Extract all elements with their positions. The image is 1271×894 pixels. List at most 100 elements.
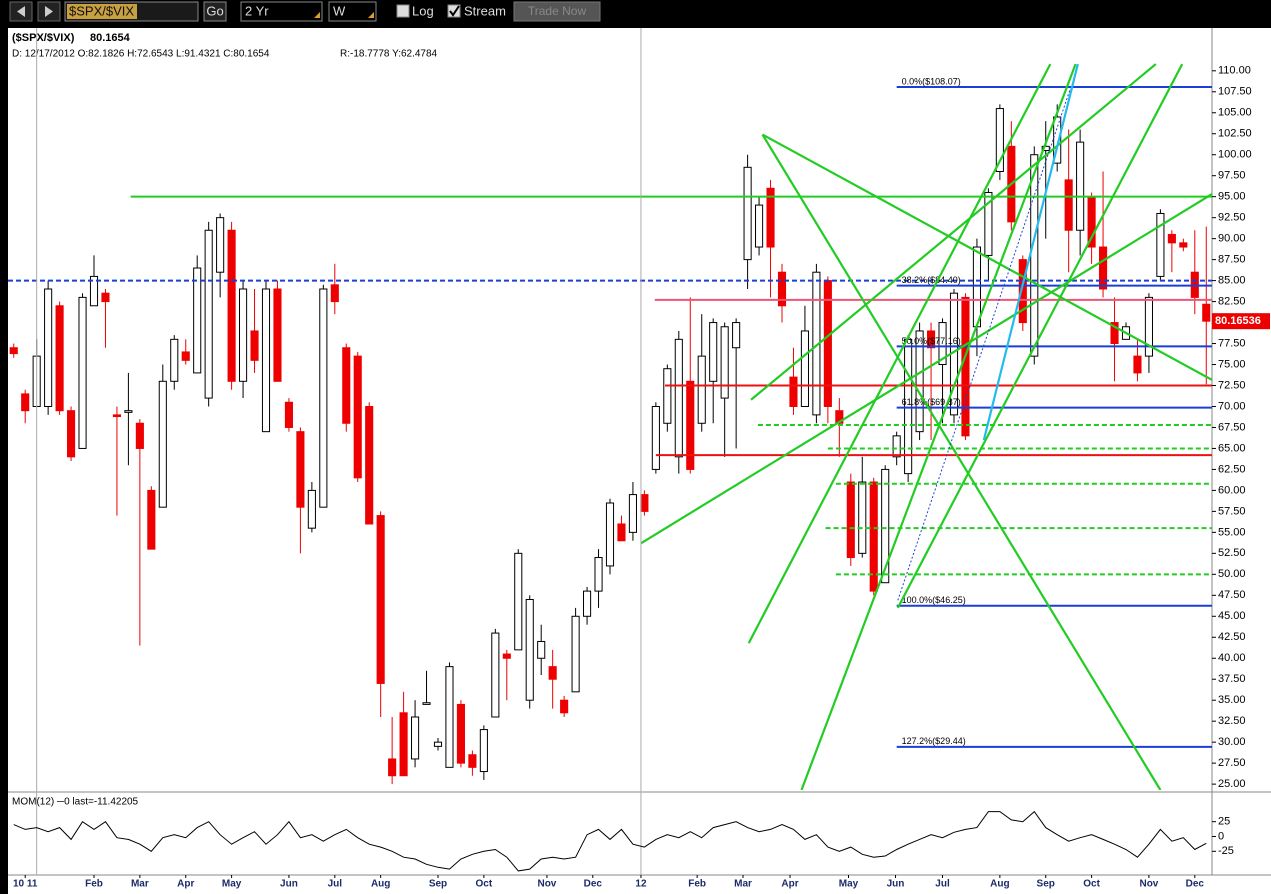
candle-body [216, 217, 225, 273]
candle-body [319, 288, 328, 508]
plot: 0.0%($108.07) 38.2%($84.40) 50.0%($77.16) 6… [8, 63, 1212, 790]
y-tick-label: 32.50 [1218, 715, 1246, 727]
candle-body [307, 489, 316, 529]
candle-body [1179, 242, 1188, 248]
mom-line [13, 810, 1207, 872]
range-select[interactable] [240, 1, 323, 22]
candle-body [1167, 233, 1176, 244]
trendline [750, 63, 1157, 401]
fib-label: 127.2%($29.44) [902, 736, 966, 746]
candle-body [353, 355, 362, 479]
fib-label: 61.8%($69.87) [902, 397, 961, 407]
y-tick-label: 40.00 [1218, 652, 1246, 664]
candle-body [583, 590, 592, 617]
candle-body [502, 653, 511, 659]
candle-body [147, 489, 156, 550]
candle-body [44, 288, 53, 407]
y-tick-label: 92.50 [1218, 212, 1246, 224]
back-arrow [17, 6, 25, 17]
candle-body [972, 246, 981, 328]
candle-body [571, 615, 580, 693]
y-tick-label: 47.50 [1218, 589, 1246, 601]
candle-body [617, 523, 626, 542]
y-tick-label: 57.50 [1218, 505, 1246, 517]
last-price-label: 80.16536 [1215, 315, 1261, 327]
candle-body [1041, 145, 1050, 152]
y-tick-label: 87.50 [1218, 254, 1246, 266]
forward-arrow [45, 6, 53, 17]
period-caret [368, 12, 374, 18]
candle-body [21, 393, 30, 412]
candle-body [491, 632, 500, 718]
candle-body [250, 330, 259, 361]
candle-body [881, 468, 890, 584]
candle-body [273, 288, 282, 382]
candle-body [1144, 296, 1153, 357]
y-tick-label: 55.00 [1218, 526, 1246, 538]
trendline [761, 133, 1212, 382]
candle-body [78, 296, 87, 449]
candle-body [846, 481, 855, 559]
candle-body [399, 712, 408, 777]
info-line: D: 12/17/2012 O:82.1826 H:72.6543 L:91.4… [12, 49, 270, 60]
y-tick-label: 85.00 [1218, 275, 1246, 287]
log-text: Log [412, 3, 434, 18]
x-tick-label: Dec [584, 879, 603, 890]
candle-body [468, 754, 477, 768]
candle-body [1064, 179, 1073, 231]
candle-body [456, 703, 465, 764]
candle-body [858, 481, 867, 554]
trendline [800, 63, 1077, 790]
candle-body [938, 322, 947, 366]
candle-body [640, 494, 649, 512]
y-tick-label: 100.00 [1218, 149, 1252, 161]
range-text: 2 Yr [245, 3, 269, 18]
candle-body [365, 405, 374, 525]
trendline [747, 63, 1052, 644]
fib-label: 50.0%($77.16) [902, 336, 961, 346]
x-tick-label: Apr [177, 879, 194, 890]
trade-button[interactable] [513, 1, 601, 22]
y-tick-label: 95.00 [1218, 191, 1246, 203]
candle-body [514, 552, 523, 651]
candle-body [284, 401, 293, 428]
candle-body [915, 330, 924, 433]
y-tick-label: 82.50 [1218, 295, 1246, 307]
y-tick-label: 27.50 [1218, 757, 1246, 769]
x-tick-label: Feb [688, 879, 706, 890]
x-tick-label: Sep [429, 879, 447, 890]
y-tick-label: 60.00 [1218, 484, 1246, 496]
candle-body [984, 191, 993, 256]
axes: 25.00 27.50 30.00 32.50 35.00 37.50 40.00 42.50… [13, 28, 1270, 890]
candle-body [1099, 246, 1108, 290]
fib-label: 0.0%($108.07) [902, 76, 961, 86]
trade-text: Trade Now [528, 4, 587, 18]
candle-body [376, 515, 385, 684]
y-tick-label: 102.50 [1218, 128, 1252, 140]
candle-body [1110, 322, 1119, 345]
last-price-box [1212, 313, 1270, 330]
x-tick-label: May [839, 879, 859, 890]
x-tick-label: Oct [476, 879, 493, 890]
candle-body [204, 229, 213, 399]
stats-line: R:-18.7778 Y:62.4784 [340, 49, 438, 60]
candle-body [158, 380, 167, 508]
candle-body [686, 380, 695, 470]
candle-body [766, 187, 775, 248]
x-tick-label: Sep [1037, 879, 1055, 890]
log-checkbox[interactable] [396, 4, 410, 18]
trendline [640, 192, 1212, 545]
candle-body [261, 288, 271, 433]
y-tick-label: 77.50 [1218, 337, 1246, 349]
candle-body [227, 229, 236, 382]
candle-body [755, 204, 764, 248]
candle-body [674, 338, 683, 458]
candle-body [1202, 303, 1211, 322]
x-tick-label: May [222, 879, 242, 890]
x-tick-label: Aug [990, 879, 1009, 890]
y-tick-label: 25.00 [1218, 778, 1246, 790]
candle-body [67, 410, 76, 458]
go-button[interactable] [203, 1, 227, 22]
period-select[interactable] [328, 1, 377, 22]
candle-body [697, 355, 706, 424]
